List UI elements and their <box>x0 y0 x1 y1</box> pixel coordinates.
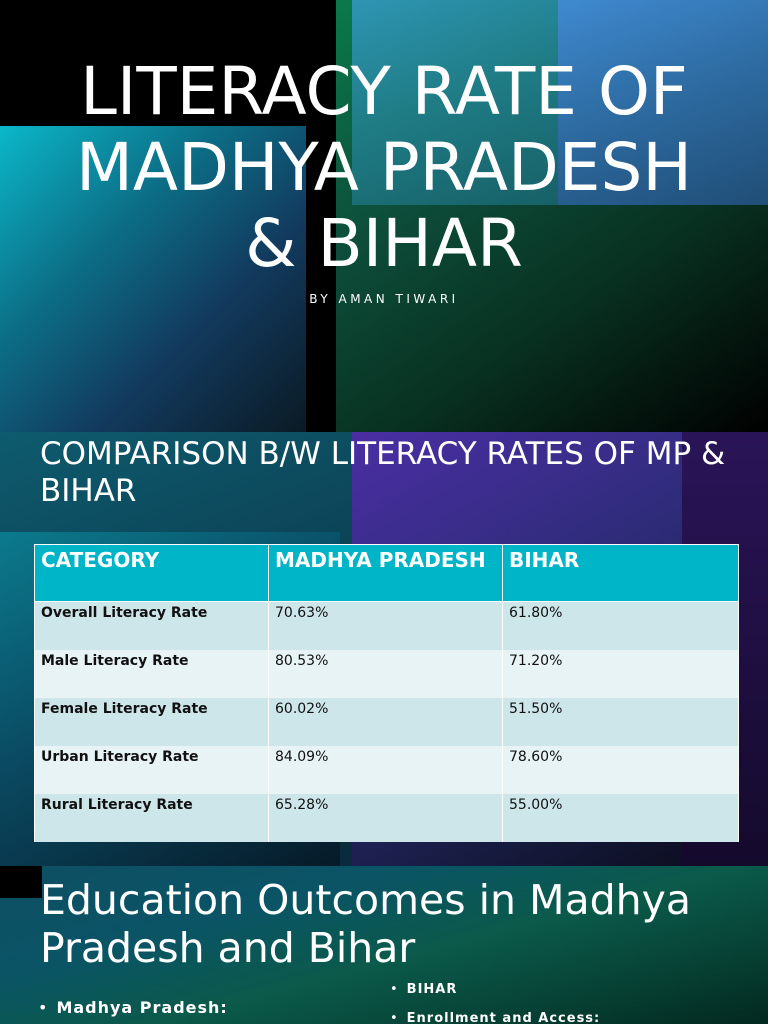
mp-value-cell: 80.53% <box>268 650 503 698</box>
table-row: Overall Literacy Rate 70.63% 61.80% <box>34 601 739 650</box>
bullet-item: • Enrollment and Access: <box>390 1011 600 1024</box>
bihar-value-cell: 51.50% <box>502 698 739 746</box>
education-outcomes-slide: Education Outcomes in Madhya Pradesh and… <box>0 866 768 1024</box>
bullet-item: • Madhya Pradesh: <box>38 998 228 1017</box>
category-cell: Male Literacy Rate <box>34 650 269 698</box>
decor-block-top-right <box>558 0 768 205</box>
bullet-text: Enrollment and Access: <box>406 1011 601 1024</box>
category-cell: Female Literacy Rate <box>34 698 269 746</box>
comparison-slide: COMPARISON B/W LITERACY RATES OF MP & BI… <box>0 432 768 866</box>
category-cell: Overall Literacy Rate <box>34 601 269 650</box>
bihar-value-cell: 61.80% <box>502 601 739 650</box>
table-row: Male Literacy Rate 80.53% 71.20% <box>34 650 739 698</box>
table-row: Female Literacy Rate 60.02% 51.50% <box>34 698 739 746</box>
title-line-2: MADHYA PRADESH <box>75 129 693 206</box>
title-line-3: & BIHAR <box>245 205 523 282</box>
mp-value-cell: 60.02% <box>268 698 503 746</box>
literacy-table: CATEGORY MADHYA PRADESH BIHAR Overall Li… <box>34 544 739 842</box>
slide-title: COMPARISON B/W LITERACY RATES OF MP & BI… <box>40 436 726 509</box>
bihar-value-cell: 55.00% <box>502 794 739 842</box>
header-madhya-pradesh: MADHYA PRADESH <box>268 544 503 602</box>
bihar-value-cell: 71.20% <box>502 650 739 698</box>
table-row: Rural Literacy Rate 65.28% 55.00% <box>34 794 739 842</box>
table-header-row: CATEGORY MADHYA PRADESH BIHAR <box>34 544 739 602</box>
mp-value-cell: 70.63% <box>268 601 503 650</box>
slide-title: LITERACY RATE OF MADHYA PRADESH & BIHAR <box>0 54 768 282</box>
mp-value-cell: 65.28% <box>268 794 503 842</box>
table-row: Urban Literacy Rate 84.09% 78.60% <box>34 746 739 794</box>
header-bihar: BIHAR <box>502 544 739 602</box>
bihar-value-cell: 78.60% <box>502 746 739 794</box>
bullet-text: Madhya Pradesh: <box>56 998 228 1017</box>
category-cell: Urban Literacy Rate <box>34 746 269 794</box>
title-slide: LITERACY RATE OF MADHYA PRADESH & BIHAR … <box>0 0 768 432</box>
decor-block-top-middle <box>352 0 572 205</box>
slide-background <box>0 866 768 1024</box>
decor-corner <box>0 866 42 898</box>
bullet-text: BIHAR <box>406 982 458 997</box>
header-category: CATEGORY <box>34 544 269 602</box>
bullet-dot-icon: • <box>390 982 399 997</box>
title-line-1: LITERACY RATE OF <box>80 53 688 130</box>
bullet-item: • BIHAR <box>390 982 457 997</box>
category-cell: Rural Literacy Rate <box>34 794 269 842</box>
slide-title: Education Outcomes in Madhya Pradesh and… <box>40 876 691 972</box>
slide-subtitle: BY AMAN TIWARI <box>309 292 459 306</box>
bullet-dot-icon: • <box>390 1011 399 1024</box>
bullet-dot-icon: • <box>38 998 49 1017</box>
decor-block-left <box>0 126 306 432</box>
mp-value-cell: 84.09% <box>268 746 503 794</box>
